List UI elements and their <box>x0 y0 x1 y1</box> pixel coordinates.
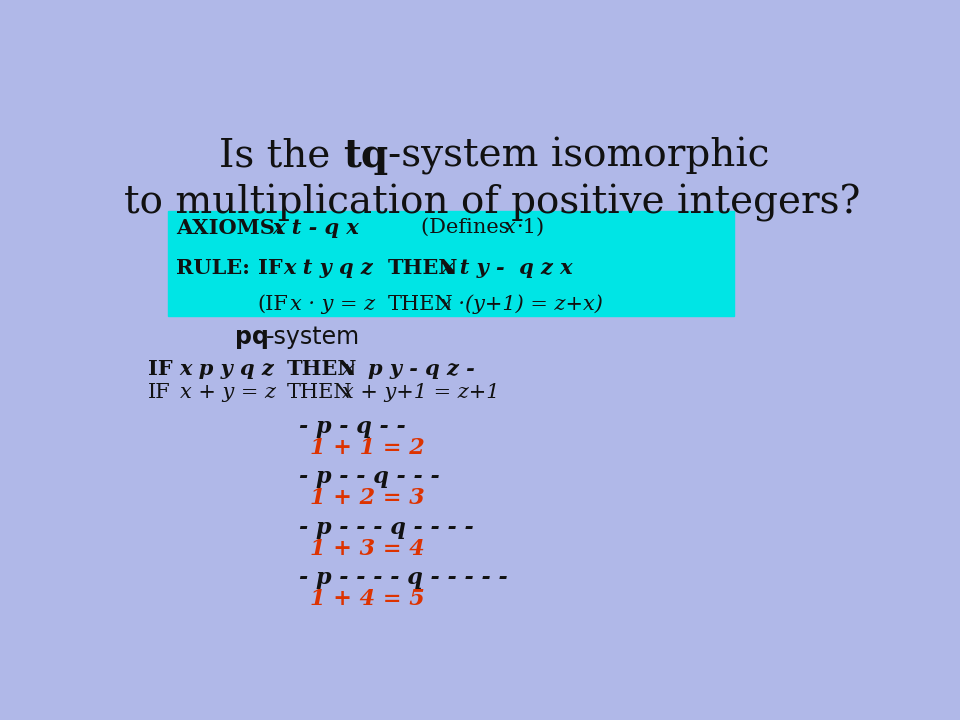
Text: x ·(y+1) = z+x): x ·(y+1) = z+x) <box>440 294 603 314</box>
Text: IF: IF <box>148 359 172 379</box>
Text: IF: IF <box>257 258 282 278</box>
Text: to multiplication of positive integers?: to multiplication of positive integers? <box>124 184 860 222</box>
Text: Is the: Is the <box>219 138 343 174</box>
Text: - p - q - -: - p - q - - <box>299 416 405 438</box>
Text: x t - q x: x t - q x <box>273 217 359 238</box>
Text: IF: IF <box>148 383 170 402</box>
Text: x · y = z: x · y = z <box>290 294 374 314</box>
Text: x: x <box>504 218 516 238</box>
Text: - p - - - - q - - - - -: - p - - - - q - - - - - <box>299 567 507 589</box>
Text: x t y q z: x t y q z <box>284 258 373 278</box>
Text: tq: tq <box>0 719 1 720</box>
Text: - p - - q - - -: - p - - q - - - <box>299 467 440 488</box>
Text: tq: tq <box>343 137 388 175</box>
Text: 1 + 2 = 3: 1 + 2 = 3 <box>310 487 424 509</box>
Text: - p - - - q - - - -: - p - - - q - - - - <box>299 517 473 539</box>
FancyBboxPatch shape <box>168 211 733 317</box>
Text: ·1): ·1) <box>516 218 544 238</box>
Text: THEN: THEN <box>287 359 357 379</box>
Text: (Defines: (Defines <box>421 218 516 238</box>
Text: 1 + 4 = 5: 1 + 4 = 5 <box>310 588 424 610</box>
Text: (IF: (IF <box>257 294 289 314</box>
Text: x + y+1 = z+1: x + y+1 = z+1 <box>342 383 499 402</box>
Text: RULE:: RULE: <box>176 258 250 278</box>
Text: THEN: THEN <box>287 383 352 402</box>
Text: x p y q z: x p y q z <box>180 359 275 379</box>
Text: Is the: Is the <box>0 719 1 720</box>
Text: pq: pq <box>235 325 269 349</box>
Text: Is the tq-system isomorphic: Is the tq-system isomorphic <box>0 719 1 720</box>
Text: -system: -system <box>266 325 360 349</box>
Text: THEN: THEN <box>388 258 458 278</box>
Text: 1 + 3 = 4: 1 + 3 = 4 <box>310 538 424 559</box>
Text: x t y -  q z x: x t y - q z x <box>440 258 572 278</box>
Text: THEN: THEN <box>388 294 453 314</box>
Text: x  p y - q z -: x p y - q z - <box>342 359 475 379</box>
Text: AXIOMS:: AXIOMS: <box>176 217 282 238</box>
Text: -system isomorphic: -system isomorphic <box>388 137 770 175</box>
Text: 1 + 1 = 2: 1 + 1 = 2 <box>310 437 424 459</box>
Text: x + y = z: x + y = z <box>180 383 276 402</box>
